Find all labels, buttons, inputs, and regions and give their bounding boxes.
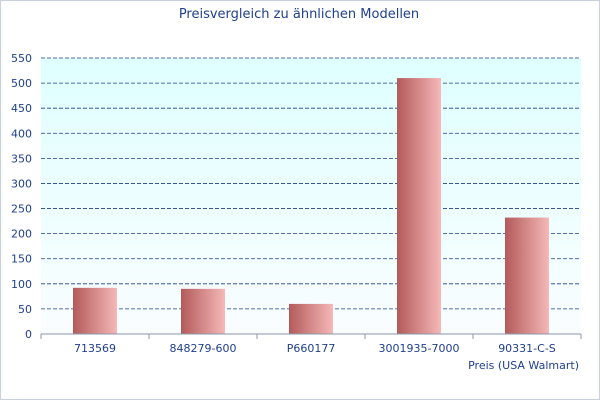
- x-tick-label: P660177: [287, 342, 336, 355]
- x-tick-label: 3001935-7000: [379, 342, 460, 355]
- y-tick-label: 300: [11, 177, 32, 190]
- x-axis-tick-labels: 713569 848279-600 P660177 3001935-7000 90331…: [74, 342, 556, 355]
- y-tick-label: 350: [11, 152, 32, 165]
- y-tick-label: 550: [11, 52, 32, 65]
- bar: [505, 217, 549, 334]
- bars: [73, 78, 549, 334]
- y-tick-label: 400: [11, 127, 32, 140]
- x-tick-label: 713569: [74, 342, 116, 355]
- y-tick-label: 500: [11, 77, 32, 90]
- axes: [40, 333, 582, 339]
- x-tick-label: 848279-600: [170, 342, 237, 355]
- gridlines: [41, 57, 581, 310]
- y-tick-label: 100: [11, 278, 32, 291]
- y-axis-tick-labels: 0 50 100 150 200 250 300 350 400 450 500 550: [11, 52, 32, 341]
- y-tick-label: 50: [18, 303, 32, 316]
- x-axis-label: Preis (USA Walmart): [468, 359, 579, 372]
- bar: [289, 303, 333, 334]
- y-tick-label: 200: [11, 228, 32, 241]
- x-tick-label: 90331-C-S: [498, 342, 556, 355]
- plot-area: [41, 58, 581, 334]
- chart-title: Preisvergleich zu ähnlichen Modellen: [179, 7, 419, 22]
- y-tick-label: 150: [11, 253, 32, 266]
- y-tick-label: 0: [25, 328, 32, 341]
- y-tick-label: 250: [11, 203, 32, 216]
- bar: [73, 287, 117, 334]
- bar: [181, 288, 225, 334]
- bar: [397, 78, 441, 334]
- y-tick-label: 450: [11, 102, 32, 115]
